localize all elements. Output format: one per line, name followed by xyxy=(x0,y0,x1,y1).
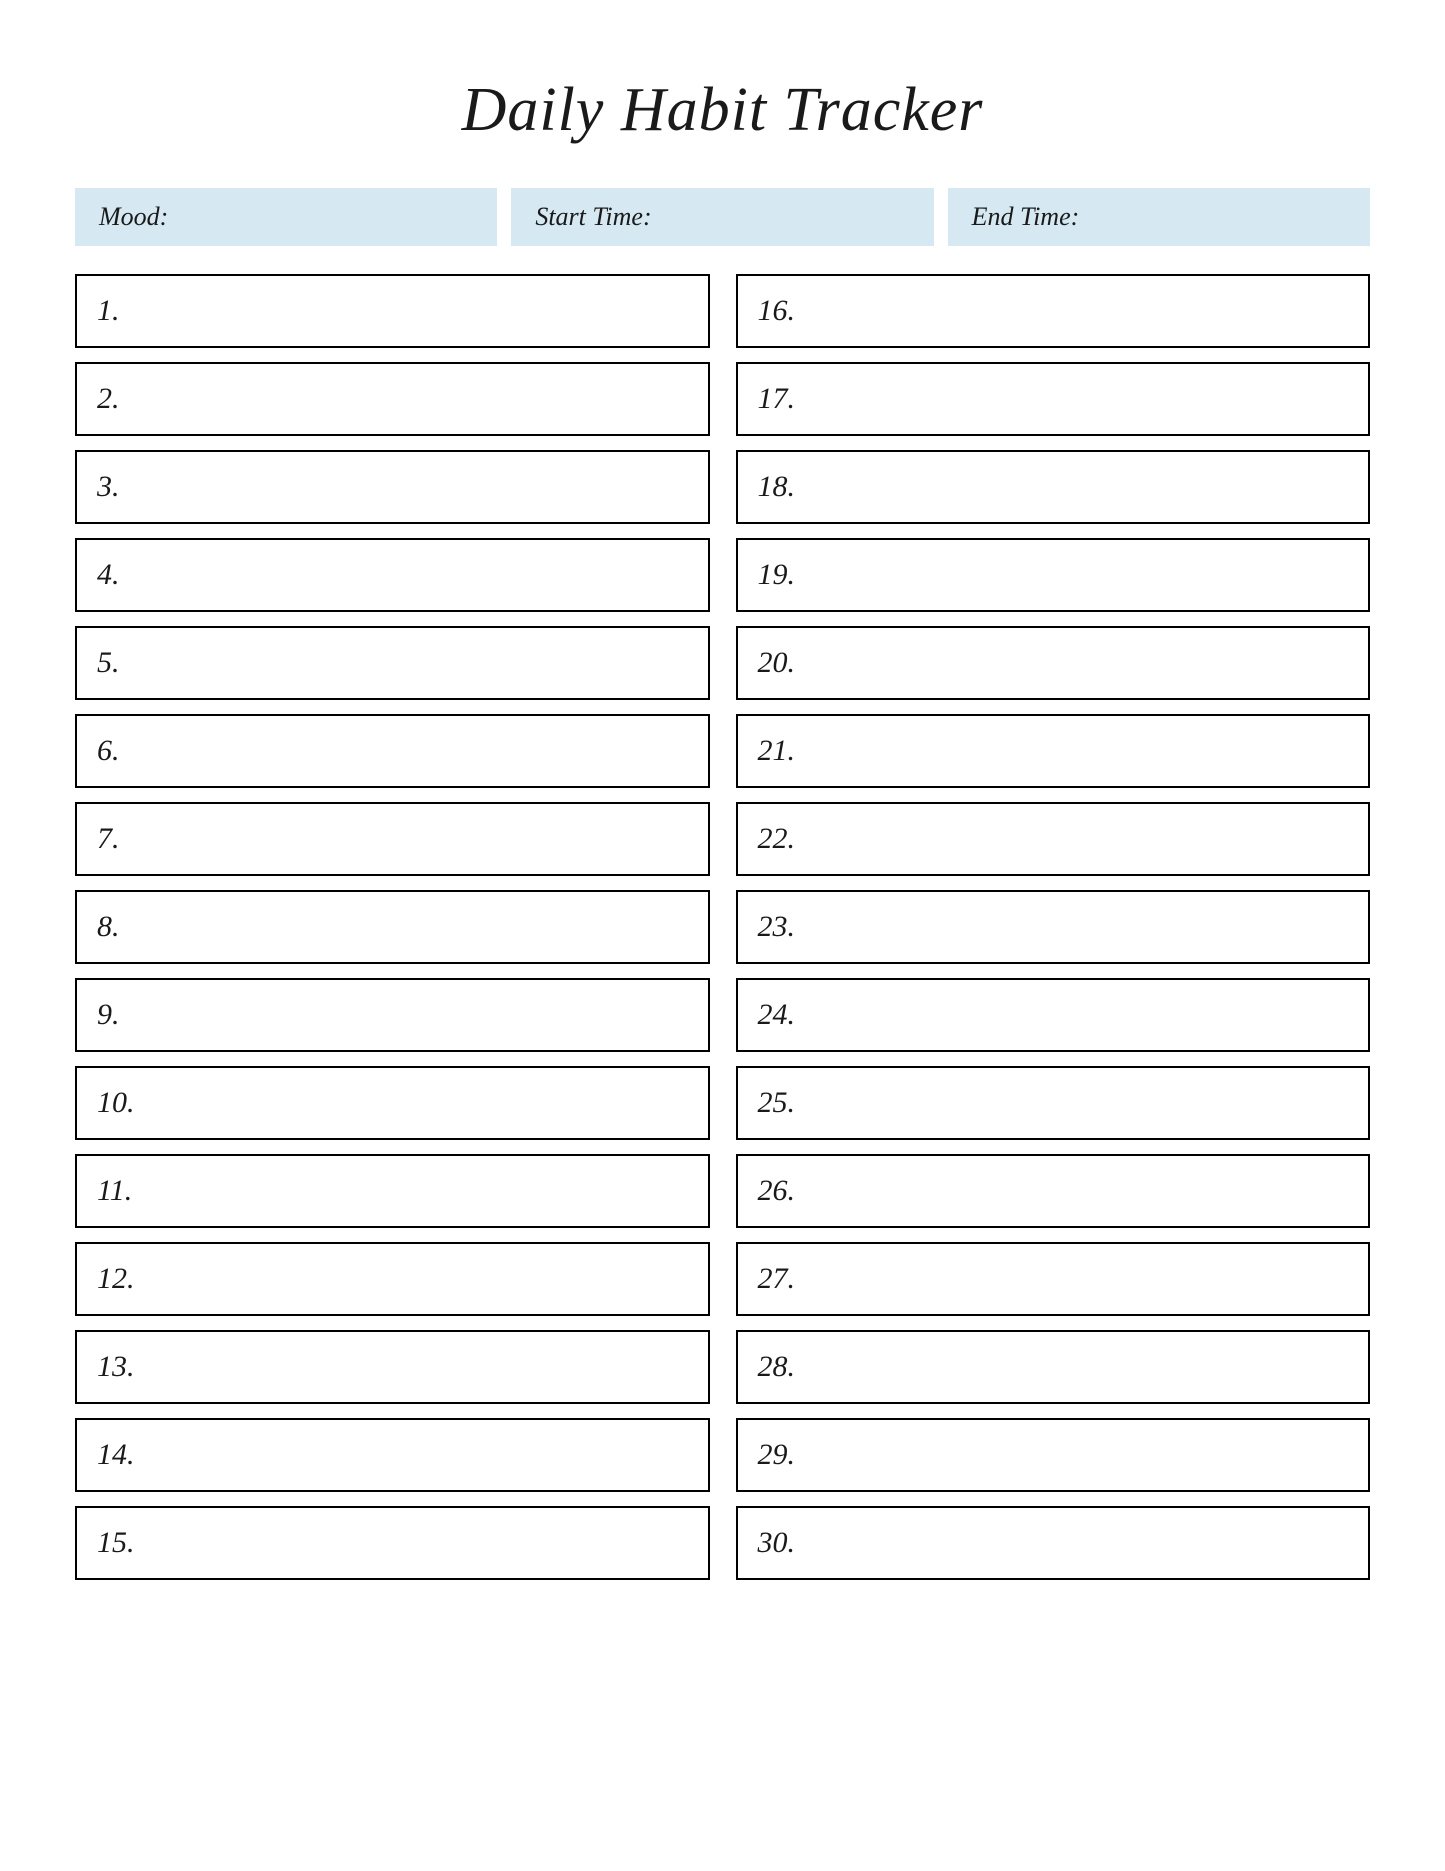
start-time-field[interactable]: Start Time: xyxy=(511,188,933,246)
habit-row[interactable]: 2. xyxy=(75,362,710,436)
habit-row[interactable]: 21. xyxy=(736,714,1371,788)
habit-row[interactable]: 3. xyxy=(75,450,710,524)
habit-row[interactable]: 29. xyxy=(736,1418,1371,1492)
habit-row[interactable]: 26. xyxy=(736,1154,1371,1228)
habit-row[interactable]: 24. xyxy=(736,978,1371,1052)
habit-row[interactable]: 19. xyxy=(736,538,1371,612)
header-row: Mood: Start Time: End Time: xyxy=(75,188,1370,246)
mood-field[interactable]: Mood: xyxy=(75,188,497,246)
habit-row[interactable]: 23. xyxy=(736,890,1371,964)
habit-row[interactable]: 27. xyxy=(736,1242,1371,1316)
habit-row[interactable]: 22. xyxy=(736,802,1371,876)
habit-row[interactable]: 30. xyxy=(736,1506,1371,1580)
habit-grid: 1. 2. 3. 4. 5. 6. 7. 8. 9. 10. 11. 12. 1… xyxy=(75,274,1370,1580)
habit-row[interactable]: 1. xyxy=(75,274,710,348)
habit-row[interactable]: 15. xyxy=(75,1506,710,1580)
habit-row[interactable]: 7. xyxy=(75,802,710,876)
habit-row[interactable]: 6. xyxy=(75,714,710,788)
habit-row[interactable]: 28. xyxy=(736,1330,1371,1404)
habit-row[interactable]: 10. xyxy=(75,1066,710,1140)
habit-row[interactable]: 14. xyxy=(75,1418,710,1492)
habit-row[interactable]: 12. xyxy=(75,1242,710,1316)
habit-row[interactable]: 20. xyxy=(736,626,1371,700)
habit-row[interactable]: 5. xyxy=(75,626,710,700)
habit-row[interactable]: 11. xyxy=(75,1154,710,1228)
habit-row[interactable]: 17. xyxy=(736,362,1371,436)
habit-column-right: 16. 17. 18. 19. 20. 21. 22. 23. 24. 25. … xyxy=(736,274,1371,1580)
habit-row[interactable]: 13. xyxy=(75,1330,710,1404)
habit-row[interactable]: 4. xyxy=(75,538,710,612)
habit-column-left: 1. 2. 3. 4. 5. 6. 7. 8. 9. 10. 11. 12. 1… xyxy=(75,274,710,1580)
habit-row[interactable]: 9. xyxy=(75,978,710,1052)
habit-row[interactable]: 25. xyxy=(736,1066,1371,1140)
habit-row[interactable]: 8. xyxy=(75,890,710,964)
habit-row[interactable]: 16. xyxy=(736,274,1371,348)
page-title: Daily Habit Tracker xyxy=(75,75,1370,146)
habit-row[interactable]: 18. xyxy=(736,450,1371,524)
end-time-field[interactable]: End Time: xyxy=(948,188,1370,246)
